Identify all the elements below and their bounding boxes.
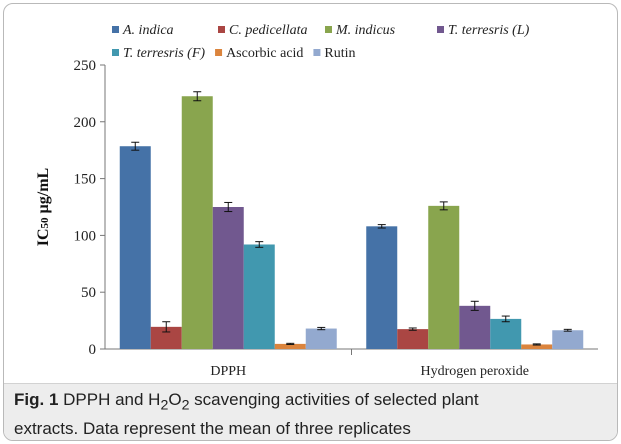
caption-text-b: O xyxy=(168,390,182,409)
y-axis-title: IC50 µg/mL xyxy=(35,168,52,246)
bar xyxy=(150,326,182,349)
y-tick-label: 100 xyxy=(74,228,97,244)
bar xyxy=(181,96,213,350)
legend-label: C. pedicellata xyxy=(229,23,308,38)
bar xyxy=(274,343,306,349)
y-tick-label: 250 xyxy=(74,58,97,74)
bar xyxy=(366,226,398,349)
bar xyxy=(428,205,460,349)
bar xyxy=(521,344,553,349)
caption-label: Fig. 1 xyxy=(14,390,59,409)
bar xyxy=(552,330,584,349)
y-tick-label: 200 xyxy=(74,115,97,131)
legend-label: Rutin xyxy=(324,46,355,61)
caption-sub-a: 2 xyxy=(160,397,169,414)
y-tick-label: 150 xyxy=(74,172,97,188)
legend-swatch xyxy=(437,26,444,33)
legend-label: T. terresris (L) xyxy=(448,23,530,38)
legend-swatch xyxy=(112,26,119,33)
x-category-label: DPPH xyxy=(210,364,246,379)
caption-sub-b: 2 xyxy=(181,397,190,414)
legend-label: Ascorbic acid xyxy=(226,46,303,61)
caption-text-c: scavenging activities of selected plant xyxy=(189,390,479,409)
caption-text-a: DPPH and H xyxy=(58,390,161,409)
bar xyxy=(490,318,522,349)
bar-chart: 0 50 100 150 200 250 IC50 µg/mL DPPH Hydrogen pe… xyxy=(35,23,598,379)
legend-swatch xyxy=(112,49,119,56)
legend-swatch xyxy=(215,49,223,56)
bar xyxy=(305,328,337,349)
legend-label: A. indica xyxy=(122,23,174,38)
x-category-label: Hydrogen peroxide xyxy=(421,364,529,379)
bar xyxy=(459,305,491,349)
figure-caption: Fig. 1 DPPH and H2O2 scavenging activiti… xyxy=(4,383,617,440)
y-tick-label: 50 xyxy=(81,285,96,301)
legend-swatch xyxy=(218,26,225,33)
legend-swatch xyxy=(325,26,332,33)
legend-label: T. terresris (F) xyxy=(123,46,205,61)
figure-frame: 0 50 100 150 200 250 IC50 µg/mL DPPH Hydrogen pe… xyxy=(3,3,618,441)
legend-swatch xyxy=(313,49,321,56)
bar xyxy=(212,207,244,349)
bar xyxy=(119,146,151,349)
legend-label: M. indicus xyxy=(335,23,396,38)
chart-area: 0 50 100 150 200 250 IC50 µg/mL DPPH Hydrogen pe… xyxy=(4,4,617,382)
bar xyxy=(397,329,429,349)
caption-line2: extracts. Data represent the mean of thr… xyxy=(14,419,411,439)
bar xyxy=(243,244,275,349)
y-tick-label: 0 xyxy=(89,342,97,358)
